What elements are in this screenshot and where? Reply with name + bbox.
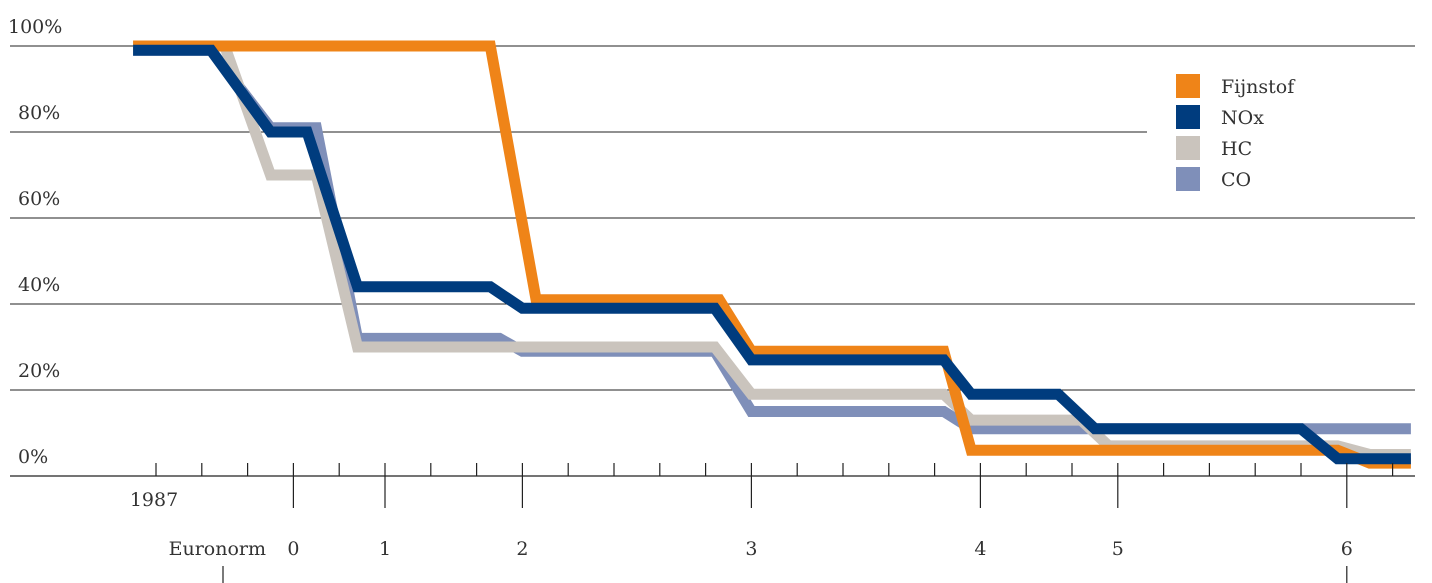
y-tick-label: 100% xyxy=(8,16,62,38)
legend-item-co[interactable]: CO xyxy=(1176,167,1251,191)
legend-item-fijnstof[interactable]: Fijnstof xyxy=(1176,74,1296,98)
y-tick-label: 60% xyxy=(18,188,60,210)
euronorm-level-label: 0 xyxy=(287,538,299,560)
legend-item-nox[interactable]: NOx xyxy=(1176,105,1264,129)
euronorm-level-label: 6 xyxy=(1341,538,1353,560)
legend[interactable]: Fijnstof NOx HC CO xyxy=(1176,74,1296,191)
euronorm-level-label: 1 xyxy=(379,538,391,560)
series-lines xyxy=(133,40,1411,469)
legend-label: NOx xyxy=(1221,107,1264,129)
x-axis: 1987 Euronorm 0 1 2 3 4 5 6 xyxy=(10,463,1415,583)
legend-swatch-hc xyxy=(1176,136,1200,160)
y-tick-label: 40% xyxy=(18,274,60,296)
euronorm-level-label: 4 xyxy=(974,538,986,560)
euronorm-level-label: 5 xyxy=(1112,538,1124,560)
series-line-fijnstof xyxy=(133,40,1411,469)
gridlines xyxy=(10,45,1415,391)
legend-label: Fijnstof xyxy=(1221,76,1296,98)
euronorm-label: Euronorm xyxy=(169,538,266,560)
x-start-label: 1987 xyxy=(130,489,178,511)
y-tick-label: 20% xyxy=(18,360,60,382)
y-tick-label: 0% xyxy=(18,446,48,468)
y-tick-label: 80% xyxy=(18,102,60,124)
y-axis-labels: 0% 20% 40% 60% 80% 100% xyxy=(8,16,62,468)
legend-swatch-co xyxy=(1176,167,1200,191)
series-line-nox xyxy=(133,44,1411,465)
legend-swatch-fijnstof xyxy=(1176,74,1200,98)
legend-label: CO xyxy=(1221,169,1251,191)
series-line-co xyxy=(133,44,1411,435)
euronorm-level-label: 2 xyxy=(516,538,528,560)
legend-label: HC xyxy=(1221,138,1252,160)
series-line-hc xyxy=(133,40,1411,460)
legend-item-hc[interactable]: HC xyxy=(1176,136,1252,160)
legend-swatch-nox xyxy=(1176,105,1200,129)
euronorm-level-label: 3 xyxy=(745,538,757,560)
